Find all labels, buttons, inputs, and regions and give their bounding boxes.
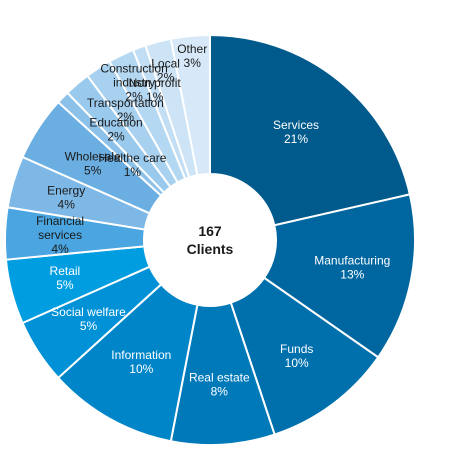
donut-hole xyxy=(144,174,276,306)
slice-category-label: Retail xyxy=(50,264,81,278)
slice-category-label: Manufacturing xyxy=(314,254,390,268)
slice-label: Local 2% xyxy=(151,57,180,85)
slice-category-label: Non profit xyxy=(129,76,182,90)
slice-label: Transportation 2% xyxy=(87,96,164,124)
slice-value-label: 4% xyxy=(58,197,76,211)
center-unit-label: Clients xyxy=(187,241,234,257)
slice-value-label: 4% xyxy=(51,242,69,256)
slice-value-label: 5% xyxy=(56,278,74,292)
slice-label: Non profit 1% xyxy=(129,76,182,104)
slice-label: Construction industry 2% xyxy=(100,61,167,103)
slice-category-label: industry xyxy=(113,75,155,89)
slice-value-label: 2% xyxy=(125,89,143,103)
slice-value-label: 5% xyxy=(80,319,98,333)
slice-label: Retail 5% xyxy=(50,264,81,292)
slice-category-label: Wholesale xyxy=(65,150,121,164)
slice-category-label: services xyxy=(38,228,82,242)
slice-value-label: 5% xyxy=(84,164,102,178)
labels-group: Services 21%Manufacturing 13%Funds 10%Real … xyxy=(36,42,390,399)
slice-category-label: Funds xyxy=(280,342,313,356)
slice-label: Education 2% xyxy=(89,116,142,144)
slice-category-label: Real estate xyxy=(189,371,250,385)
slice-value-label: 10% xyxy=(129,362,153,376)
slice-label: Energy 4% xyxy=(47,183,85,211)
slice-category-label: Other xyxy=(177,42,207,56)
slice-value-label: 2% xyxy=(117,110,135,124)
slice-value-label: 13% xyxy=(340,268,364,282)
slice-label: Other 3% xyxy=(177,42,207,70)
slice-label: Information 10% xyxy=(111,348,171,376)
slice-category-label: Services xyxy=(273,118,319,132)
slice-category-label: Construction xyxy=(100,61,167,75)
center-count-label: 167 xyxy=(198,223,222,239)
slice-category-label: Social welfare xyxy=(51,305,126,319)
slice-value-label: 2% xyxy=(107,130,125,144)
slice-category-label: Information xyxy=(111,348,171,362)
slice-category-label: Transportation xyxy=(87,96,164,110)
slice-category-label: Local xyxy=(151,57,180,71)
slice-label: Manufacturing 13% xyxy=(314,254,390,282)
slice-value-label: 21% xyxy=(284,132,308,146)
slice-label: Real estate 8% xyxy=(189,371,250,399)
slice-value-label: 8% xyxy=(211,385,229,399)
slice-label: Wholesale 5% xyxy=(65,150,121,178)
slice-category-label: Energy xyxy=(47,183,85,197)
slice-value-label: 1% xyxy=(124,165,142,179)
slice-value-label: 2% xyxy=(157,71,175,85)
slice-label: Social welfare 5% xyxy=(51,305,126,333)
slice-category-label: Financial xyxy=(36,214,84,228)
slice-value-label: 10% xyxy=(285,356,309,370)
slice-label: Healthe care 1% xyxy=(98,151,166,179)
slice-value-label: 1% xyxy=(146,90,164,104)
slice-label: Services 21% xyxy=(273,118,319,146)
slice-label: Funds 10% xyxy=(280,342,313,370)
slice-value-label: 3% xyxy=(184,56,202,70)
slice-category-label: Healthe care xyxy=(98,151,166,165)
slice-category-label: Education xyxy=(89,116,142,130)
slices-group xyxy=(4,33,416,446)
slice-label: Financial services 4% xyxy=(36,214,84,256)
